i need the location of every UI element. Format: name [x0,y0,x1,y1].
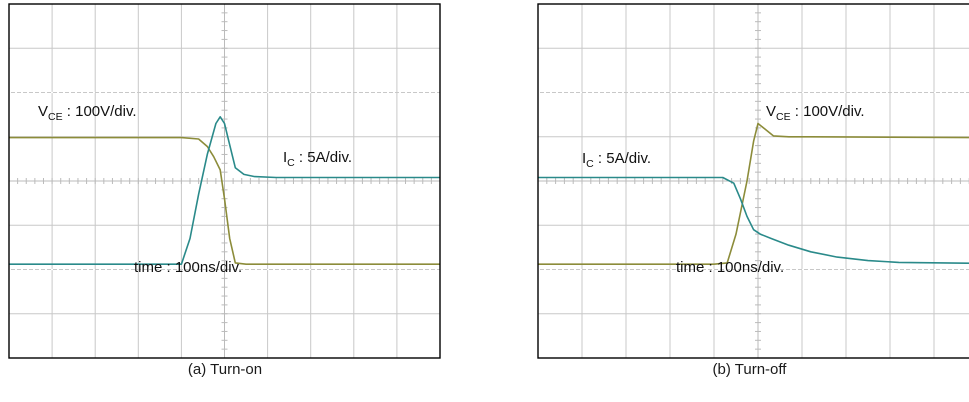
turn-on-plot-frame [8,3,441,359]
turn-on-ic-waveform [9,116,440,266]
turn-off-oscilloscope-plot: VCE : 100V/div. IC : 5A/div. time : 100ns/… [537,3,969,359]
turn-on-vce-label: VCE : 100V/div. [38,103,137,123]
turn-off-ic-label: IC : 5A/div. [582,150,651,170]
turn-off-time-label: time : 100ns/div. [676,259,784,276]
turn-on-vce-waveform [9,136,440,266]
turn-off-plot-frame [537,3,969,359]
turn-on-caption: (a) Turn-on [187,361,263,378]
turn-on-time-label: time : 100ns/div. [134,259,242,276]
turn-off-vce-waveform [538,122,969,266]
turn-off-grid [537,3,969,359]
turn-off-caption: (b) Turn-off [712,361,787,378]
turn-on-ic-label: IC : 5A/div. [283,149,352,169]
turn-off-vce-label: VCE : 100V/div. [766,103,865,123]
turn-on-oscilloscope-plot: VCE : 100V/div. IC : 5A/div. time : 100ns/… [8,3,441,359]
turn-on-grid [8,3,441,359]
turn-off-ic-waveform [538,176,969,264]
turn-off-panel: VCE : 100V/div. IC : 5A/div. time : 100ns/… [530,0,969,402]
turn-on-panel: VCE : 100V/div. IC : 5A/div. time : 100ns/… [0,0,450,402]
